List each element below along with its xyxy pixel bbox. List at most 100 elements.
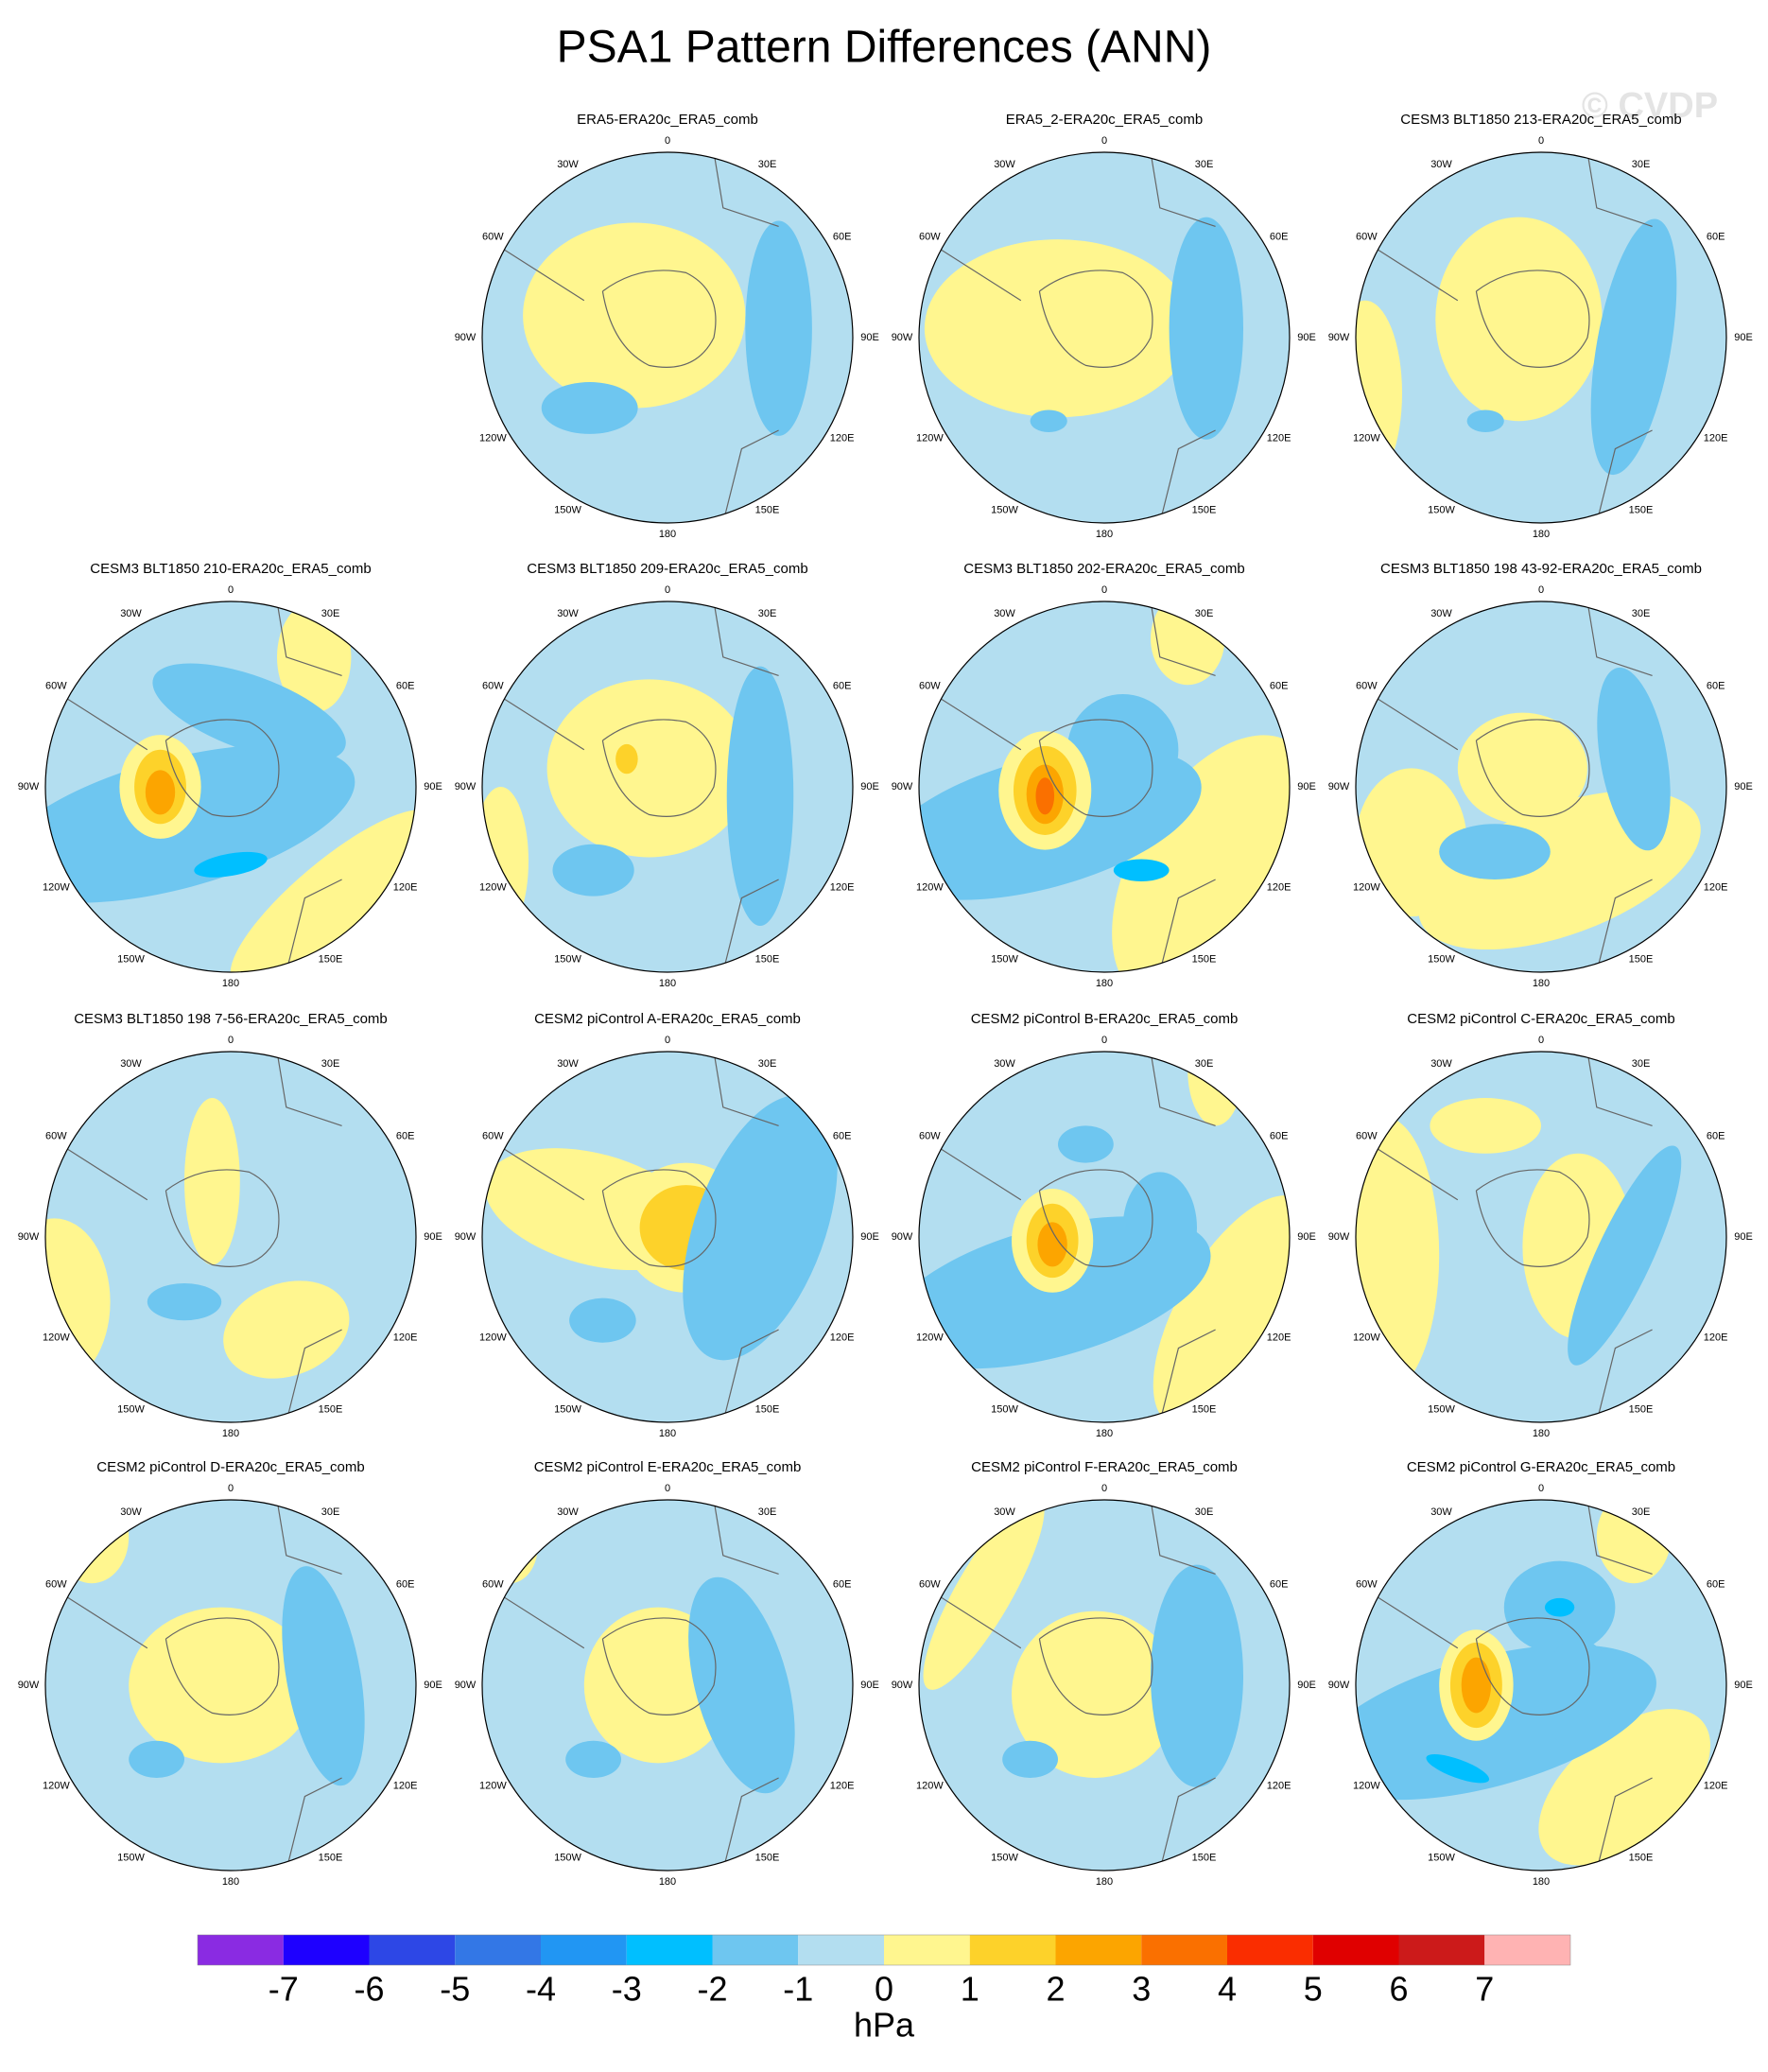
contour-region: [45, 1218, 111, 1385]
coastline: [1356, 152, 1653, 523]
longitude-label: 150W: [991, 505, 1018, 516]
longitude-label: 90E: [424, 781, 442, 792]
map-border: [481, 601, 854, 973]
longitude-label: 90E: [860, 781, 879, 792]
longitude-label: 60W: [45, 1578, 67, 1590]
longitude-label: 90E: [860, 332, 879, 343]
colorbar-box: [626, 1935, 713, 1965]
longitude-label: 120E: [393, 1781, 418, 1792]
longitude-label: 0: [1538, 1035, 1544, 1046]
coastline: [482, 1052, 779, 1422]
contour-region: [523, 222, 746, 409]
contour-region: [145, 770, 176, 815]
longitude-label: 0: [665, 1035, 670, 1046]
contour-region: [541, 382, 638, 434]
longitude-label: 150W: [1428, 1404, 1455, 1416]
contour-region: [1435, 217, 1603, 422]
colorbar-label: 5: [1304, 1970, 1323, 2009]
longitude-label: 180: [659, 529, 676, 540]
longitude-label: 150E: [319, 1404, 343, 1416]
map: [482, 1500, 853, 1871]
colorbar-label: 4: [1218, 1970, 1237, 2009]
longitude-label: 30E: [1195, 608, 1214, 619]
longitude-label: 120W: [43, 882, 70, 894]
longitude-label: 150E: [1629, 954, 1654, 966]
panel-title: CESM2 piControl G-ERA20c_ERA5_comb: [1407, 1459, 1675, 1475]
contour-region: [688, 1576, 795, 1794]
coastline: [482, 1500, 779, 1871]
contour-region: [1030, 409, 1067, 432]
longitude-label: 180: [1533, 1428, 1550, 1439]
colorbar-frame: [197, 1934, 1571, 1966]
contour-region: [1113, 859, 1170, 881]
map-border: [918, 151, 1291, 524]
longitude-label: 30E: [321, 608, 340, 619]
longitude-label: 30W: [120, 608, 142, 619]
longitude-label: 30E: [758, 608, 777, 619]
longitude-label: 150W: [117, 1853, 145, 1864]
panel-title: CESM2 piControl F-ERA20c_ERA5_comb: [971, 1459, 1238, 1475]
colorbar-label: 2: [1046, 1970, 1065, 2009]
longitude-label: 90W: [1328, 781, 1350, 792]
map-border: [481, 1499, 854, 1872]
longitude-label: 150E: [755, 954, 780, 966]
watermark: © CVDP: [1582, 86, 1718, 126]
longitude-label: 120E: [1267, 1332, 1291, 1344]
map: [1356, 1052, 1726, 1422]
longitude-label: 120E: [1267, 882, 1291, 894]
longitude-label: 30E: [758, 1058, 777, 1070]
coastline: [919, 1500, 1216, 1871]
coastline: [1356, 601, 1653, 972]
longitude-label: 30W: [994, 1058, 1015, 1070]
longitude-label: 60W: [482, 1130, 504, 1141]
longitude-label: 0: [1101, 584, 1107, 596]
longitude-label: 30W: [994, 608, 1015, 619]
colorbar-label: -7: [269, 1970, 299, 2009]
colorbar-label: 7: [1475, 1970, 1494, 2009]
longitude-label: 60E: [1270, 680, 1289, 691]
map: [1356, 152, 1726, 523]
panel-title: CESM2 piControl B-ERA20c_ERA5_comb: [971, 1011, 1239, 1027]
longitude-label: 30W: [557, 608, 579, 619]
colorbar-label: 6: [1389, 1970, 1408, 2009]
longitude-label: 90W: [455, 781, 477, 792]
contour-region: [230, 810, 416, 972]
map: [45, 1052, 416, 1422]
contour-region: [54, 1500, 130, 1584]
contour-region: [1002, 1740, 1058, 1778]
coastline: [919, 1052, 1216, 1422]
longitude-label: 30W: [1430, 1058, 1452, 1070]
longitude-label: 30E: [321, 1058, 340, 1070]
panel-title: CESM3 BLT1850 198 7-56-ERA20c_ERA5_comb: [74, 1011, 388, 1027]
longitude-label: 30W: [120, 1058, 142, 1070]
panel-title: CESM2 piControl D-ERA20c_ERA5_comb: [96, 1459, 364, 1475]
colorbar-box: [369, 1935, 456, 1965]
longitude-label: 90E: [1297, 332, 1316, 343]
colorbar-box: [884, 1935, 970, 1965]
longitude-label: 90E: [1734, 1680, 1753, 1691]
map-border: [1355, 151, 1727, 524]
map: [482, 1052, 853, 1422]
longitude-label: 90W: [18, 1680, 40, 1691]
panel-title: CESM2 piControl A-ERA20c_ERA5_comb: [534, 1011, 801, 1027]
longitude-label: 60W: [919, 231, 941, 242]
longitude-label: 60E: [1707, 1578, 1725, 1590]
longitude-label: 120E: [1267, 1781, 1291, 1792]
longitude-label: 90E: [1297, 781, 1316, 792]
colorbar-label: 1: [961, 1970, 979, 2009]
contour-region: [1058, 1125, 1114, 1163]
longitude-label: 120E: [830, 882, 855, 894]
longitude-label: 90W: [892, 1680, 913, 1691]
longitude-label: 180: [659, 978, 676, 989]
coastline: [919, 152, 1216, 523]
longitude-label: 90W: [455, 1680, 477, 1691]
contour-region: [282, 1566, 365, 1786]
longitude-label: 60W: [1356, 231, 1378, 242]
longitude-label: 150E: [1629, 1853, 1654, 1864]
longitude-label: 150W: [117, 954, 145, 966]
longitude-label: 90W: [1328, 1680, 1350, 1691]
contour-region: [1466, 409, 1504, 432]
colorbar-label: 3: [1132, 1970, 1151, 2009]
longitude-label: 30W: [1430, 608, 1452, 619]
contour-region: [1035, 777, 1055, 815]
